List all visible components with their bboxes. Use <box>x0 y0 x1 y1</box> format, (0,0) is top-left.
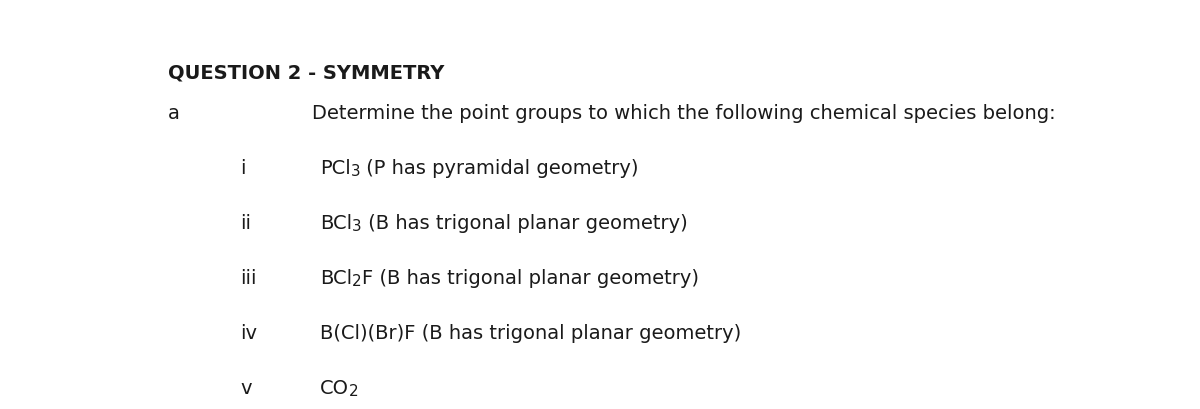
Text: 3: 3 <box>350 164 360 179</box>
Text: 2: 2 <box>349 383 359 398</box>
Text: QUESTION 2 - SYMMETRY: QUESTION 2 - SYMMETRY <box>168 63 444 82</box>
Text: iii: iii <box>240 269 257 288</box>
Text: F (B has trigonal planar geometry): F (B has trigonal planar geometry) <box>361 269 698 288</box>
Text: (B has trigonal planar geometry): (B has trigonal planar geometry) <box>361 213 688 233</box>
Text: (P has pyramidal geometry): (P has pyramidal geometry) <box>360 159 638 178</box>
Text: 2: 2 <box>352 274 361 288</box>
Text: iv: iv <box>240 324 257 342</box>
Text: BCl: BCl <box>320 269 352 288</box>
Text: i: i <box>240 159 246 178</box>
Text: CO: CO <box>320 378 349 397</box>
Text: 3: 3 <box>352 219 361 234</box>
Text: B(Cl)(Br)F (B has trigonal planar geometry): B(Cl)(Br)F (B has trigonal planar geomet… <box>320 324 742 342</box>
Text: PCl: PCl <box>320 159 350 178</box>
Text: BCl: BCl <box>320 213 352 233</box>
Text: ii: ii <box>240 213 251 233</box>
Text: a: a <box>168 104 180 123</box>
Text: Determine the point groups to which the following chemical species belong:: Determine the point groups to which the … <box>312 104 1056 123</box>
Text: v: v <box>240 378 252 397</box>
